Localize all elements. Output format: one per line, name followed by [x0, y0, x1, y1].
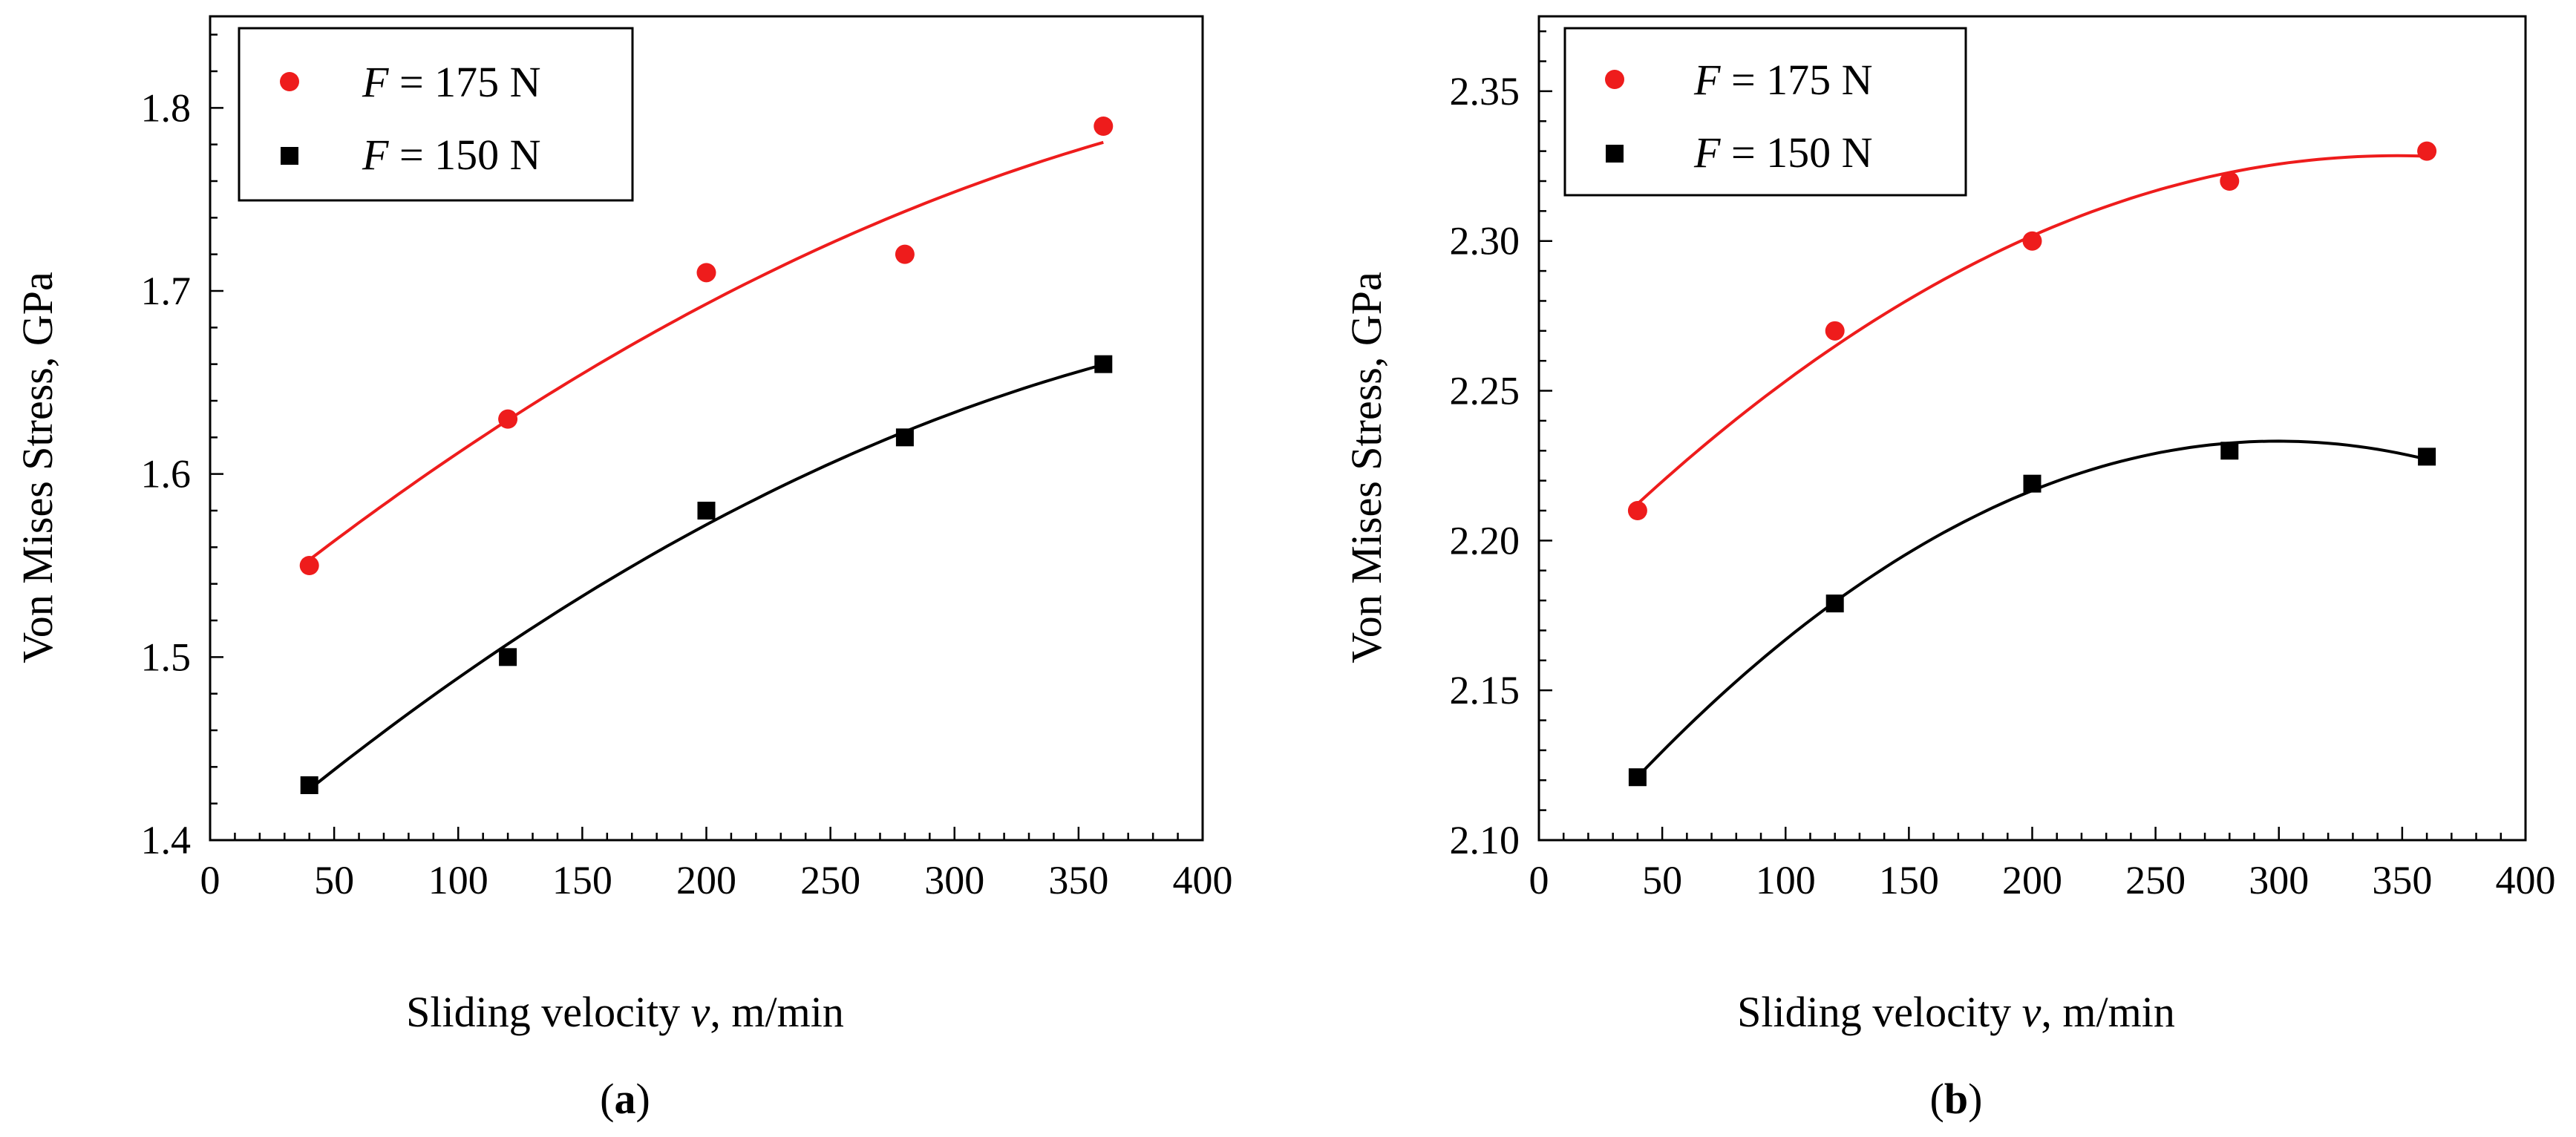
chart-b-plot-area: 0 50 100 150 200 250 300 350 400 2.10 2.15 2.20 2.25… [1450, 15, 2556, 902]
chart-a-x-tick-label: 0 [200, 858, 220, 902]
chart-b-legend-label-f175: F = 175 N [1693, 56, 1873, 104]
chart-b-x-tick-label: 400 [2496, 858, 2556, 902]
chart-a-point-f175 [696, 263, 716, 283]
chart-a-point-f150 [300, 776, 318, 794]
chart-b-y-tick-label: 2.15 [1450, 668, 1520, 712]
chart-a-x-tick-label: 150 [552, 858, 612, 902]
chart-b-point-f175 [1627, 501, 1647, 520]
chart-a-plot-area: 0 50 100 150 200 250 300 350 400 1.4 1.5 1.6 1.7 1.8 [141, 15, 1233, 902]
chart-b-x-tick-label: 300 [2249, 858, 2309, 902]
chart-b-y-tick-label: 2.10 [1450, 818, 1520, 862]
chart-b-trend-line-f175 [1636, 154, 2428, 505]
chart-a-x-tick-label: 300 [924, 858, 984, 902]
chart-b-y-axis-title: Von Mises Stress, GPa [1342, 272, 1390, 663]
chart-b-x-axis-title-prefix: Sliding velocity [1737, 988, 2021, 1036]
chart-a-y-axis-title: Von Mises Stress, GPa [13, 272, 62, 663]
chart-a-legend: F = 175 N F = 150 N [238, 27, 634, 202]
chart-a-y-tick-label: 1.5 [141, 635, 192, 679]
chart-b-legend-label-f150: F = 150 N [1693, 128, 1873, 177]
chart-b-x-tick-label: 150 [1879, 858, 1939, 902]
chart-b-x-tick-label: 50 [1642, 858, 1682, 902]
chart-b-point-f175 [2220, 171, 2240, 191]
chart-a-trend-line-f175 [308, 140, 1104, 561]
chart-b-x-tick-label: 250 [2125, 858, 2186, 902]
chart-a-x-tick-label: 100 [428, 858, 488, 902]
chart-b-legend-box [1563, 27, 1967, 197]
chart-a-point-f175 [299, 556, 319, 575]
chart-a-x-tick-label: 200 [676, 858, 736, 902]
chart-b-x-tick-label: 0 [1529, 858, 1549, 902]
chart-a-point-f175 [1094, 117, 1114, 136]
chart-b-point-f175 [2022, 231, 2042, 251]
chart-a-point-f175 [895, 244, 915, 264]
chart-b-point-f150 [1825, 594, 1844, 613]
chart-b-legend-marker-f175 [1605, 70, 1624, 89]
chart-a-x-tick-label: 400 [1173, 858, 1233, 902]
chart-b-point-f175 [1825, 321, 1845, 341]
chart-a-trend-line-f150 [308, 363, 1104, 791]
chart-a-point-f150 [697, 502, 716, 520]
chart-a: Von Mises Stress, GPa 0 50 100 150 200 250 300… [13, 15, 1233, 1123]
chart-b-point-f150 [1628, 768, 1647, 787]
chart-a-legend-marker-f150 [281, 147, 298, 165]
chart-b-x-tick-label: 350 [2372, 858, 2432, 902]
chart-a-y-tick-label: 1.4 [141, 818, 192, 862]
chart-a-legend-box [238, 27, 634, 202]
chart-b-x-axis-title: Sliding velocity v, m/min [1737, 988, 2175, 1036]
chart-a-y-tick-label: 1.8 [141, 85, 192, 130]
chart-b-y-tick-label: 2.20 [1450, 518, 1520, 563]
chart-a-x-axis-title-variable: v [691, 988, 710, 1036]
chart-b-point-f150 [2023, 474, 2041, 493]
chart-b-y-tick-label: 2.25 [1450, 369, 1520, 413]
chart-b-point-f150 [2220, 442, 2239, 460]
chart-a-point-f150 [499, 648, 517, 666]
chart-b-legend: F = 175 N F = 150 N [1563, 27, 1967, 197]
chart-b-x-axis-title-variable: v [2022, 988, 2041, 1036]
chart-b-point-f150 [2418, 448, 2436, 466]
chart-a-caption: (a) [600, 1075, 650, 1123]
chart-b-y-tick-label: 2.35 [1450, 69, 1520, 114]
chart-b-caption: (b) [1930, 1075, 1983, 1123]
chart-a-y-tick-label: 1.7 [141, 269, 192, 313]
chart-a-x-axis-title: Sliding velocity v, m/min [406, 988, 844, 1036]
chart-a-y-tick-label: 1.6 [141, 452, 192, 497]
chart-a-point-f175 [498, 409, 518, 429]
chart-a-point-f150 [1094, 355, 1113, 373]
chart-a-x-tick-label: 250 [800, 858, 860, 902]
chart-b: Von Mises Stress, GPa 0 50 100 150 200 250 300… [1342, 15, 2556, 1123]
chart-b-legend-marker-f150 [1606, 145, 1624, 163]
chart-a-x-axis-title-prefix: Sliding velocity [406, 988, 690, 1036]
chart-b-y-tick-label: 2.30 [1450, 219, 1520, 263]
chart-a-legend-marker-f175 [280, 72, 299, 91]
chart-b-x-tick-label: 200 [2002, 858, 2062, 902]
chart-a-legend-label-f175: F = 175 N [362, 58, 541, 106]
chart-b-x-axis-title-suffix: , m/min [2041, 988, 2174, 1036]
chart-a-x-tick-label: 50 [314, 858, 354, 902]
chart-a-x-axis-title-suffix: , m/min [710, 988, 843, 1036]
chart-b-point-f175 [2417, 141, 2437, 161]
chart-a-point-f150 [895, 428, 914, 447]
chart-a-x-tick-label: 350 [1048, 858, 1108, 902]
chart-a-legend-label-f150: F = 150 N [362, 131, 541, 179]
chart-b-x-tick-label: 100 [1756, 858, 1816, 902]
